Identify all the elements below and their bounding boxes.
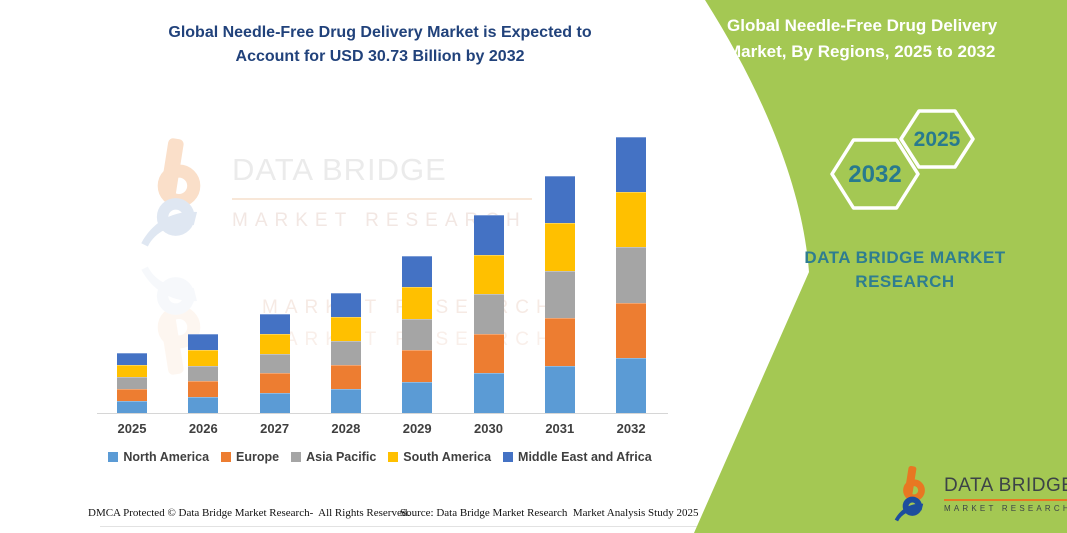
- legend-item: Asia Pacific: [291, 450, 376, 464]
- legend-label: Europe: [236, 450, 280, 464]
- hexagon-year-2025: 2025: [913, 128, 961, 151]
- legend-label: North America: [123, 450, 210, 464]
- x-axis-label: 2025: [117, 421, 147, 436]
- bar-segment-2027-middle-east-and-africa: [259, 314, 290, 334]
- watermark-sub-text: MARKET RESEARCH: [232, 210, 527, 231]
- watermark-reflection-logo-icon: [141, 266, 201, 375]
- bar-segment-2030-north-america: [473, 373, 504, 413]
- brand-name-text: DATA BRIDGE MARKET RESEARCH: [804, 248, 1006, 291]
- legend-item: Middle East and Africa: [503, 450, 652, 464]
- legend-swatch-icon: [221, 452, 232, 462]
- legend-swatch-icon: [108, 452, 119, 462]
- bar-segment-2027-asia-pacific: [259, 353, 290, 374]
- x-axis-label: 2027: [260, 421, 290, 436]
- bar-segment-2026-asia-pacific: [188, 365, 219, 382]
- bar-segment-2025-middle-east-and-africa: [117, 352, 147, 365]
- stacked-bar-chart: 2025 2026 2027 2028 2029 2030 2031 2032: [97, 137, 668, 436]
- bar-segment-2032-europe: [616, 302, 647, 358]
- legend-item: Europe: [221, 450, 279, 464]
- hexagon-year-2032: 2032: [848, 161, 902, 188]
- bar-segment-2025-europe: [117, 388, 147, 401]
- bar-segment-2029-north-america: [402, 381, 433, 413]
- legend-swatch-icon: [291, 452, 302, 462]
- bar-segment-2026-north-america: [188, 397, 219, 413]
- bar-segment-2028-asia-pacific: [330, 340, 361, 365]
- bar-segment-2025-south-america: [117, 364, 147, 377]
- dbmr-logo-text: DATA BRIDGE MARKET RESEARCH: [944, 466, 1067, 523]
- legend-item: North America: [108, 450, 209, 464]
- watermark: DATA BRIDGE MARKET RESEARCH: [138, 138, 532, 250]
- x-axis-label: 2030: [474, 421, 503, 436]
- bar-segment-2027-south-america: [259, 333, 290, 354]
- logo-sub-text: MARKET RESEARCH: [944, 504, 1067, 513]
- bottom-divider: [100, 526, 1000, 527]
- bar-segment-2030-asia-pacific: [473, 294, 504, 334]
- legend-swatch-icon: [388, 452, 399, 462]
- bar-segment-2032-north-america: [616, 357, 647, 413]
- bar-segment-2030-europe: [473, 333, 504, 374]
- legend-swatch-icon: [503, 452, 514, 462]
- chart-legend: North America Europe Asia Pacific South Ame…: [85, 450, 675, 464]
- watermark-reflection: [138, 258, 220, 375]
- bar-segment-2031-south-america: [544, 223, 575, 271]
- bar-segment-2028-europe: [330, 364, 361, 389]
- hexagon-2025-icon: [899, 109, 975, 169]
- bar-segment-2031-middle-east-and-africa: [544, 175, 575, 224]
- bar-segment-2031-europe: [544, 318, 575, 366]
- logo-underline: [944, 499, 1067, 501]
- logo-brand-text: DATA BRIDGE: [944, 475, 1067, 496]
- watermark-text: DATA BRIDGE MARKET RESEARCH: [232, 138, 532, 250]
- legend-item: South America: [388, 450, 491, 464]
- bar-segment-2028-north-america: [330, 388, 361, 413]
- bar-segment-2027-europe: [259, 373, 290, 394]
- bar-segment-2026-europe: [188, 381, 219, 398]
- bar-segment-2029-middle-east-and-africa: [402, 255, 433, 288]
- bar-segment-2032-middle-east-and-africa: [616, 137, 647, 193]
- bar-segment-2026-middle-east-and-africa: [188, 333, 219, 350]
- hexagon-2032-icon: [830, 138, 920, 210]
- watermark-divider: [232, 198, 532, 200]
- legend-label: South America: [403, 450, 492, 464]
- x-axis-label: 2028: [331, 421, 361, 436]
- x-axis-label: 2032: [616, 421, 646, 436]
- bar-segment-2029-europe: [402, 350, 433, 382]
- bar-segment-2029-south-america: [402, 287, 433, 319]
- bar-segment-2032-south-america: [616, 192, 647, 248]
- legend-label: Asia Pacific: [306, 450, 377, 464]
- footer-source-text: Source: Data Bridge Market Research Mark…: [400, 507, 699, 519]
- side-panel-heading: Global Needle-Free Drug Delivery Market,…: [727, 16, 998, 62]
- x-axis-line: [97, 413, 668, 414]
- dbmr-logo: DATA BRIDGE MARKET RESEARCH: [893, 466, 1067, 523]
- bar-segment-2027-north-america: [259, 393, 290, 413]
- bar-segment-2025-asia-pacific: [117, 376, 147, 389]
- watermark-logo-icon: [141, 138, 201, 247]
- x-axis-label: 2031: [545, 421, 575, 436]
- chart-title: Global Needle-Free Drug Delivery Market …: [168, 24, 592, 65]
- bar-segment-2029-asia-pacific: [402, 318, 433, 351]
- legend-label: Middle East and Africa: [518, 450, 652, 464]
- watermark-brand-text: DATA BRIDGE: [232, 152, 447, 187]
- bar-segment-2032-asia-pacific: [616, 247, 647, 303]
- bar-segment-2030-middle-east-and-africa: [473, 215, 504, 255]
- bar-segment-2030-south-america: [473, 254, 504, 295]
- dbmr-logo-icon: [894, 466, 925, 522]
- x-axis-label: 2026: [188, 421, 218, 436]
- bar-segment-2026-south-america: [188, 349, 219, 366]
- footer-dmca-text: DMCA Protected © Data Bridge Market Rese…: [88, 507, 411, 519]
- bar-segment-2031-asia-pacific: [544, 270, 575, 319]
- hexagon-badges: [830, 109, 975, 210]
- x-axis-label: 2029: [402, 421, 432, 436]
- bar-segment-2028-south-america: [330, 316, 361, 341]
- bar-segment-2031-north-america: [544, 365, 575, 413]
- bar-segment-2028-middle-east-and-africa: [330, 292, 361, 317]
- bar-segment-2025-north-america: [117, 400, 147, 413]
